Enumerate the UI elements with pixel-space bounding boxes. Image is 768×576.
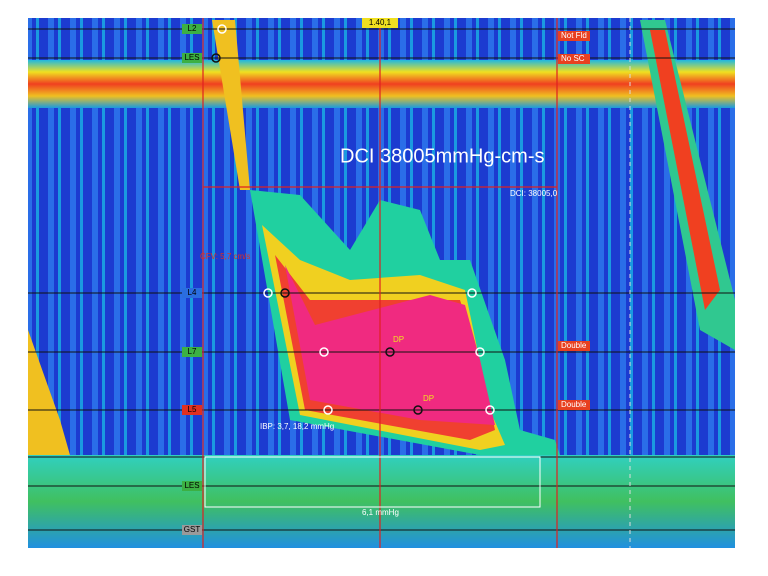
cfv-label: CFV: 5,7 cm/s xyxy=(200,252,250,261)
sensor-lines xyxy=(28,28,735,531)
left-wave xyxy=(28,330,70,455)
right-wave-core xyxy=(650,30,720,310)
sensor-tag xyxy=(182,405,202,415)
marker: Double xyxy=(561,400,587,409)
dp-label: DP xyxy=(423,394,434,403)
sensor-label: L5 xyxy=(188,405,197,414)
flag-box xyxy=(558,54,590,64)
sensor-label: GST xyxy=(184,525,201,534)
pressure-label: 6,1 mmHg xyxy=(362,508,399,517)
dci-label: DCI: 38005,0 xyxy=(510,189,558,198)
sensor-tag xyxy=(182,525,202,535)
sensor-tag xyxy=(182,288,202,298)
landmarks xyxy=(217,24,495,415)
contraction-peak xyxy=(285,265,495,425)
sensor-tag xyxy=(182,347,202,357)
sensor-label: L2 xyxy=(188,24,197,33)
sensor-label: L4 xyxy=(188,288,197,297)
ibp-label: IBP: 3,7, 18,2 mmHg xyxy=(260,422,334,431)
sensor-tag xyxy=(182,481,202,491)
dci-annotation: DCI 38005mmHg-cm-s xyxy=(340,145,544,167)
upper-sphincter-band xyxy=(28,60,735,108)
time-box xyxy=(362,18,398,28)
marker-box xyxy=(558,341,590,351)
sensor-label: L7 xyxy=(188,347,197,356)
marker-box xyxy=(558,400,590,410)
ibp-box xyxy=(204,456,541,508)
sensor-label: LES xyxy=(184,481,199,490)
swallow-stripe xyxy=(212,20,250,190)
time-markers xyxy=(202,18,558,548)
sensor-tags: L2 LES L4 L7 L5 LES GST xyxy=(182,24,202,535)
lower-band xyxy=(28,455,735,548)
sensor-label: LES xyxy=(184,53,199,62)
landmarks xyxy=(211,53,423,415)
sensor-tag xyxy=(182,53,202,63)
marker: Double xyxy=(561,341,587,350)
flag: No SC xyxy=(561,54,585,63)
sensor-tag xyxy=(182,24,202,34)
time-label: 1.40,1 xyxy=(369,18,392,27)
flag: Not Fld xyxy=(561,31,587,40)
dp-label: DP xyxy=(393,335,404,344)
flag-box xyxy=(558,31,590,41)
